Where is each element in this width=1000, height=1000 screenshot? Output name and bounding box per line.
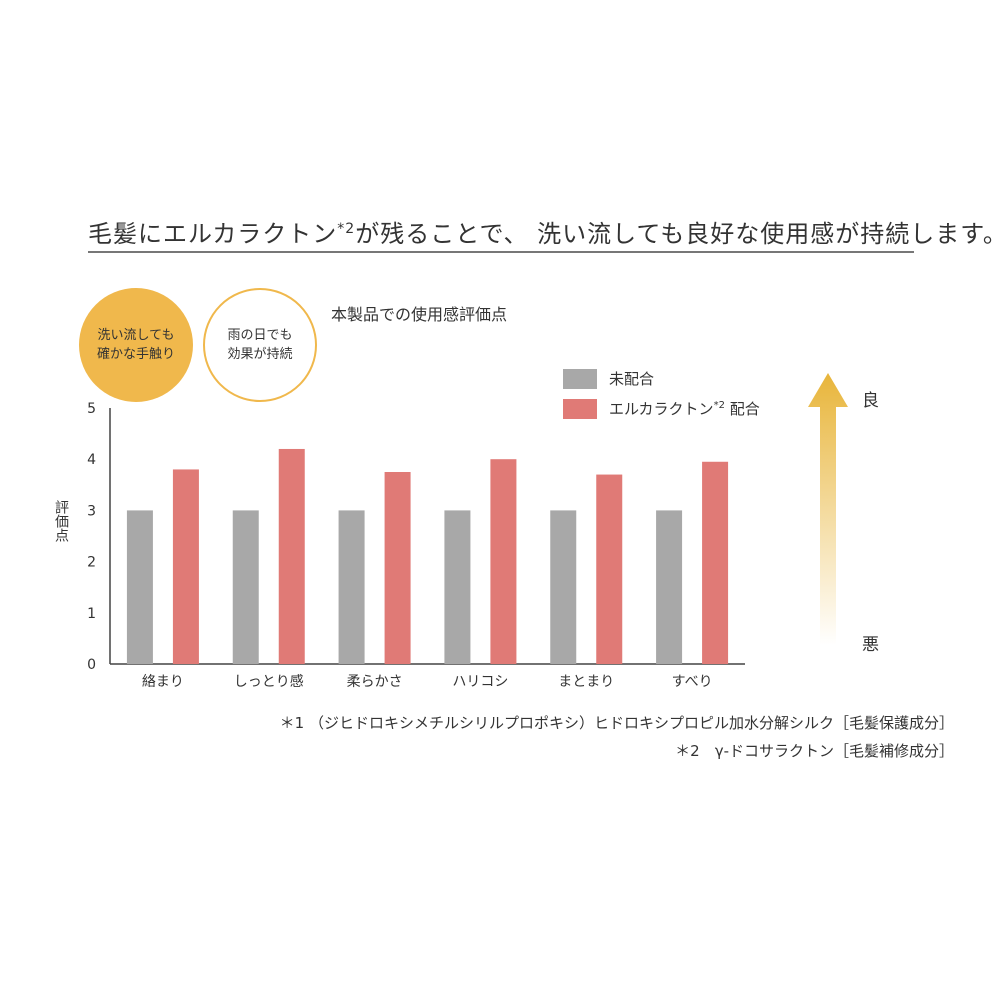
bar-erucalactone (384, 472, 411, 664)
bar-unblended (126, 510, 153, 664)
x-tick-label: すべり (672, 674, 713, 690)
legend-item-unblended: 未配合 (563, 368, 654, 389)
legend-item-erucalactone: エルカラクトン*2 配合 (563, 398, 760, 419)
bar-erucalactone (172, 469, 199, 664)
bar-unblended (338, 510, 365, 664)
badge-touch: 洗い流しても 確かな手触り (79, 288, 193, 402)
x-tick-label: ハリコシ (452, 674, 508, 690)
badge-rainy-day: 雨の日でも 効果が持続 (203, 288, 317, 402)
y-tick-label: 5 (87, 401, 96, 417)
legend-swatch-erucalactone (563, 398, 597, 419)
scale-good-label: 良 (862, 391, 879, 411)
y-tick-label: 0 (87, 657, 96, 673)
chart-title: 本製品での使用感評価点 (331, 305, 508, 324)
legend-label-unblended: 未配合 (609, 370, 655, 388)
y-axis-label: 評価点 (53, 500, 69, 542)
y-tick-label: 1 (87, 606, 96, 622)
headline-superscript: *2 (337, 221, 356, 237)
legend-label-erucalactone: エルカラクトン*2 配合 (609, 400, 760, 418)
y-tick-label: 2 (87, 555, 96, 571)
x-tick-label: 柔らかさ (347, 674, 403, 690)
bar-erucalactone (596, 474, 623, 664)
headline-text-before: 毛髪にエルカラクトン (88, 220, 338, 248)
badge-rainy-day-text: 雨の日でも 効果が持続 (227, 327, 293, 363)
bar-unblended (232, 510, 259, 664)
headline-underline (88, 251, 914, 253)
footnote-2: ＊2 γ-ドコサラクトン［毛髪補修成分］ (675, 742, 954, 760)
bar-unblended (444, 510, 471, 664)
headline: 毛髪にエルカラクトン*2が残ることで、 洗い流しても良好な使用感が持続します。 (88, 214, 1000, 249)
bar-unblended (656, 510, 683, 664)
x-tick-label: しっとり感 (234, 673, 304, 690)
legend-swatch-unblended (563, 368, 597, 389)
bar-erucalactone (490, 459, 517, 664)
x-tick-label: 絡まり (142, 674, 184, 690)
x-tick-label: まとまり (558, 674, 614, 690)
bar-erucalactone (702, 461, 729, 664)
good-bad-arrow-icon (808, 373, 848, 649)
bar-unblended (550, 510, 577, 664)
y-tick-label: 3 (87, 503, 96, 519)
badge-touch-text: 洗い流しても 確かな手触り (96, 327, 175, 363)
y-tick-label: 4 (87, 452, 96, 468)
bar-erucalactone (278, 448, 305, 664)
headline-text-after: が残ることで、 洗い流しても良好な使用感が持続します。 (355, 220, 1000, 248)
scale-bad-label: 悪 (862, 635, 879, 655)
footnote-1: ＊1 （ジヒドロキシメチルシリルプロポキシ）ヒドロキシプロピル加水分解シルク［毛… (279, 714, 954, 732)
